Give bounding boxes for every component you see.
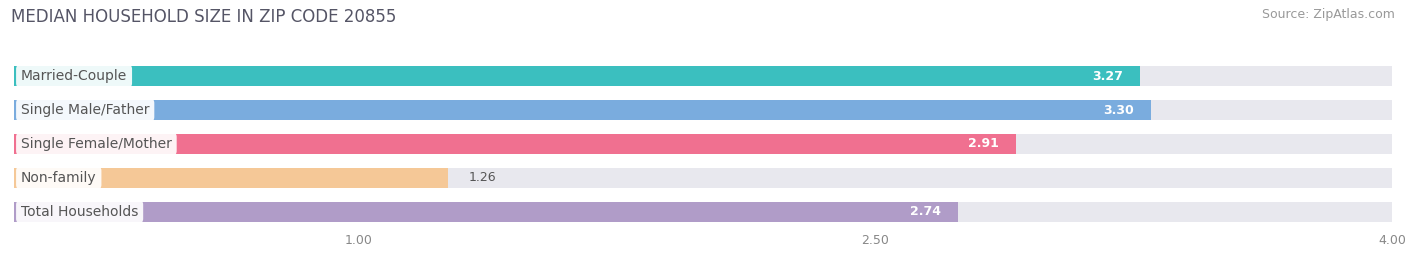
Text: 3.30: 3.30 (1102, 104, 1133, 116)
Bar (14, 168, 1392, 188)
Bar (14, 134, 1017, 154)
Bar (14, 202, 1392, 222)
Bar (14, 100, 1392, 120)
Bar (14, 134, 1392, 154)
Text: 2.74: 2.74 (910, 205, 941, 218)
Text: Single Female/Mother: Single Female/Mother (21, 137, 172, 151)
Text: Source: ZipAtlas.com: Source: ZipAtlas.com (1261, 8, 1395, 21)
Text: Married-Couple: Married-Couple (21, 69, 127, 83)
Text: Non-family: Non-family (21, 171, 97, 185)
Text: 3.27: 3.27 (1092, 70, 1123, 83)
Bar (14, 202, 957, 222)
Bar (14, 168, 449, 188)
Bar (14, 66, 1392, 86)
Bar (14, 66, 1140, 86)
Text: Total Households: Total Households (21, 205, 138, 219)
Text: 1.26: 1.26 (468, 171, 496, 184)
Text: 2.91: 2.91 (969, 137, 1000, 150)
Text: Single Male/Father: Single Male/Father (21, 103, 149, 117)
Text: MEDIAN HOUSEHOLD SIZE IN ZIP CODE 20855: MEDIAN HOUSEHOLD SIZE IN ZIP CODE 20855 (11, 8, 396, 26)
Bar (14, 100, 1150, 120)
